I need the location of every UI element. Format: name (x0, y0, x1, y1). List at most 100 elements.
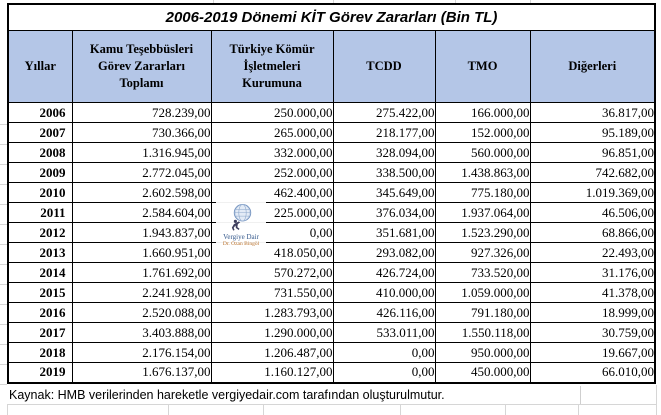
value-cell: 31.176,00 (529, 262, 656, 283)
source-note: Kaynak: HMB verilerinden hareketle vergi… (7, 386, 581, 404)
year-cell: 2013 (7, 242, 73, 263)
table-row: 2009 2.772.045,00 252.000,00 338.500,00 1.43… (7, 162, 656, 183)
value-cell: 376.034,00 (332, 202, 436, 223)
value-cell: 3.403.888,00 (71, 322, 212, 343)
kit-gorev-zararlari-table: 2006-2019 Dönemi KİT Görev Zararları (Bi… (7, 3, 657, 384)
value-cell: 218.177,00 (332, 122, 436, 143)
gridline (400, 404, 401, 415)
gridline (656, 385, 657, 415)
value-cell: 68.866,00 (529, 222, 656, 243)
table-row: 2010 2.602.598,00 462.400,00 345.649,00 775.… (7, 182, 656, 203)
value-cell: 275.422,00 (332, 102, 436, 123)
value-cell: 730.366,00 (71, 122, 212, 143)
value-cell: 250.000,00 (210, 102, 334, 123)
value-cell: 462.400,00 (210, 182, 334, 203)
value-cell: 338.500,00 (332, 162, 436, 183)
year-cell: 2009 (7, 162, 73, 183)
value-cell: 351.681,00 (332, 222, 436, 243)
year-cell: 2008 (7, 142, 73, 163)
gridline (0, 105, 7, 386)
column-header-yillar: Yıllar (7, 30, 73, 103)
value-cell: 1.550.118,00 (434, 322, 531, 343)
value-cell: 30.759,00 (529, 322, 656, 343)
globe-atlas-icon (231, 204, 252, 231)
value-cell: 450.000,00 (434, 362, 531, 383)
value-cell: 570.272,00 (210, 262, 334, 283)
source-note-text: Kaynak: HMB verilerinden hareketle vergi… (9, 388, 445, 402)
value-cell: 731.550,00 (210, 282, 334, 303)
watermark-logo: Vergiye Dair Dr. Ozan Bingöl (216, 202, 266, 253)
value-cell: 927.326,00 (434, 242, 531, 263)
column-header-tmo: TMO (434, 30, 531, 103)
year-cell: 2006 (7, 102, 73, 123)
value-cell: 728.239,00 (71, 102, 212, 123)
value-cell: 426.116,00 (332, 302, 436, 323)
table-title: 2006-2019 Dönemi KİT Görev Zararları (Bi… (7, 3, 656, 31)
value-cell: 533.011,00 (332, 322, 436, 343)
value-cell: 96.851,00 (529, 142, 656, 163)
column-header-row: Yıllar Kamu Teşebbüsleri Görev Zararları… (7, 30, 656, 103)
table-row: 2017 3.403.888,00 1.290.000,00 533.011,00 1.… (7, 322, 656, 343)
value-cell: 345.649,00 (332, 182, 436, 203)
table-row: 2006 728.239,00 250.000,00 275.422,00 166.00… (7, 102, 656, 123)
table-row: 2018 2.176.154,00 1.206.487,00 0,00 950.000,… (7, 342, 656, 363)
gridline (530, 0, 531, 3)
table-body: 2006 728.239,00 250.000,00 275.422,00 166.00… (7, 102, 656, 383)
value-cell: 426.724,00 (332, 262, 436, 283)
year-cell: 2016 (7, 302, 73, 323)
watermark-title: Vergiye Dair (223, 233, 259, 241)
table-row: 2013 1.660.951,00 418.050,00 293.082,00 927.… (7, 242, 656, 263)
gridline (333, 0, 334, 3)
value-cell: 265.000,00 (210, 122, 334, 143)
table-row: 2015 2.241.928,00 731.550,00 410.000,00 1.05… (7, 282, 656, 303)
year-cell: 2012 (7, 222, 73, 243)
year-cell: 2017 (7, 322, 73, 343)
value-cell: 742.682,00 (529, 162, 656, 183)
value-cell: 18.999,00 (529, 302, 656, 323)
value-cell: 1.160.127,00 (210, 362, 334, 383)
year-cell: 2015 (7, 282, 73, 303)
gridline (455, 0, 456, 3)
value-cell: 733.520,00 (434, 262, 531, 283)
gridline (168, 404, 169, 415)
value-cell: 1.761.692,00 (71, 262, 212, 283)
value-cell: 2.602.598,00 (71, 182, 212, 203)
value-cell: 166.000,00 (434, 102, 531, 123)
value-cell: 66.010,00 (529, 362, 656, 383)
table-row: 2007 730.366,00 265.000,00 218.177,00 152.00… (7, 122, 656, 143)
year-cell: 2019 (7, 362, 73, 383)
table-row: 2011 2.584.604,00 225.000,00 376.034,00 1.93… (7, 202, 656, 223)
value-cell: 0,00 (332, 362, 436, 383)
value-cell: 36.817,00 (529, 102, 656, 123)
year-cell: 2011 (7, 202, 73, 223)
column-header-tki: Türkiye Kömür İşletmeleri Kurumuna (210, 30, 334, 103)
column-header-tcdd: TCDD (332, 30, 436, 103)
watermark-author: Dr. Ozan Bingöl (222, 241, 260, 247)
value-cell: 41.378,00 (529, 282, 656, 303)
value-cell: 1.283.793,00 (210, 302, 334, 323)
value-cell: 2.772.045,00 (71, 162, 212, 183)
value-cell: 1.937.064,00 (434, 202, 531, 223)
column-header-digerleri: Diğerleri (529, 30, 656, 103)
value-cell: 293.082,00 (332, 242, 436, 263)
value-cell: 152.000,00 (434, 122, 531, 143)
value-cell: 1.059.000,00 (434, 282, 531, 303)
value-cell: 1.206.487,00 (210, 342, 334, 363)
column-header-toplam: Kamu Teşebbüsleri Görev Zararları Toplam… (71, 30, 212, 103)
value-cell: 1.943.837,00 (71, 222, 212, 243)
value-cell: 950.000,00 (434, 342, 531, 363)
value-cell: 22.493,00 (529, 242, 656, 263)
value-cell: 95.189,00 (529, 122, 656, 143)
value-cell: 1.438.863,00 (434, 162, 531, 183)
table-row: 2016 2.520.088,00 1.283.793,00 426.116,00 79… (7, 302, 656, 323)
value-cell: 1.316.945,00 (71, 142, 212, 163)
value-cell: 2.584.604,00 (71, 202, 212, 223)
value-cell: 46.506,00 (529, 202, 656, 223)
title-row: 2006-2019 Dönemi KİT Görev Zararları (Bi… (7, 3, 656, 31)
year-cell: 2007 (7, 122, 73, 143)
table-row: 2008 1.316.945,00 332.000,00 328.094,00 560.… (7, 142, 656, 163)
gridline (7, 404, 656, 405)
year-cell: 2014 (7, 262, 73, 283)
value-cell: 1.019.369,00 (529, 182, 656, 203)
